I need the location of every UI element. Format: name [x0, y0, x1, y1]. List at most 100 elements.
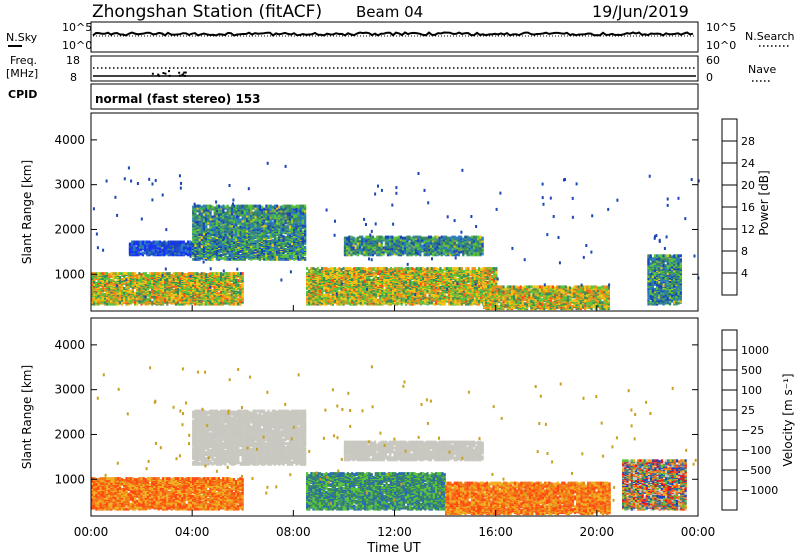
heatmap-cell [220, 287, 222, 290]
station-title: Zhongshan Station (fitACF) [92, 2, 322, 22]
heatmap-cell [119, 289, 121, 292]
heatmap-cell [163, 247, 165, 250]
heatmap-cell [138, 300, 140, 303]
heatmap-cell [338, 280, 340, 283]
heatmap-cell [289, 225, 291, 228]
heatmap-cell [207, 205, 209, 208]
heatmap-cell [108, 273, 110, 276]
heatmap-cell [135, 241, 137, 244]
heatmap-cell [323, 267, 325, 270]
heatmap-cell [205, 205, 207, 208]
heatmap-cell [244, 222, 246, 225]
nsearch-tick-bottom: 10^0 [706, 39, 736, 52]
heatmap-cell [207, 290, 209, 293]
heatmap-cell [218, 292, 220, 295]
heatmap-cell [233, 302, 235, 305]
heatmap-cell [186, 273, 188, 276]
heatmap-cell [155, 249, 157, 252]
heatmap-cell [207, 273, 209, 276]
heatmap-cell [189, 241, 191, 244]
heatmap-cell [194, 254, 196, 257]
nave-dip-point [179, 75, 181, 77]
heatmap-cell [209, 232, 211, 235]
heatmap-cell [212, 237, 214, 240]
heatmap-cell [158, 290, 160, 293]
heatmap-cell [325, 275, 327, 278]
heatmap-cell [205, 242, 207, 245]
heatmap-cell [134, 272, 136, 275]
heatmap-cell [233, 272, 235, 275]
heatmap-cell [174, 249, 176, 252]
heatmap-cell [229, 238, 231, 241]
freq-tick-bottom: 8 [70, 71, 77, 84]
heatmap-cell [231, 234, 233, 237]
heatmap-cell [252, 212, 254, 215]
heatmap-cell [330, 295, 332, 298]
heatmap-cell [211, 272, 213, 275]
cpid-label: CPID [8, 88, 37, 101]
heatmap-cell [328, 268, 330, 271]
heatmap-cell [183, 241, 185, 244]
heatmap-cell [351, 275, 353, 278]
heatmap-cell [157, 241, 159, 244]
heatmap-cell [194, 272, 196, 275]
heatmap-cell [304, 257, 306, 260]
heatmap-cell [95, 282, 97, 285]
heatmap-cell [304, 205, 306, 208]
heatmap-cell [197, 220, 199, 223]
heatmap-cell [227, 205, 229, 208]
heatmap-cell [280, 222, 282, 225]
freq-label: Freq. [10, 54, 37, 67]
heatmap-cell [325, 267, 327, 270]
heatmap-cell [136, 274, 138, 277]
heatmap-cell [133, 241, 135, 244]
heatmap-cell [295, 205, 297, 208]
cpid-text: normal (fast stereo) 153 [95, 92, 261, 106]
heatmap-cell [244, 205, 246, 208]
heatmap-cell [138, 279, 140, 282]
heatmap-cell [110, 272, 112, 275]
heatmap-cell [153, 296, 155, 299]
heatmap-cell [231, 283, 233, 286]
heatmap-cell [104, 272, 106, 275]
heatmap-cell [121, 278, 123, 281]
heatmap-cell [338, 291, 340, 294]
heatmap-cell [289, 205, 291, 208]
heatmap-cell [197, 252, 199, 255]
heatmap-cell [293, 247, 295, 250]
heatmap-cell [188, 272, 190, 275]
heatmap-cell [177, 288, 179, 291]
freq-unit: [MHz] [6, 67, 38, 80]
heatmap-cell [199, 243, 201, 246]
heatmap-cell [280, 206, 282, 209]
heatmap-cell [136, 303, 138, 306]
heatmap-cell [298, 205, 300, 208]
heatmap-cell [157, 253, 159, 256]
heatmap-cell [240, 254, 242, 257]
heatmap-cell [190, 272, 192, 275]
heatmap-cell [134, 292, 136, 295]
heatmap-cell [187, 241, 189, 244]
heatmap-cell [255, 218, 257, 221]
heatmap-cell [244, 211, 246, 214]
heatmap-cell [227, 209, 229, 212]
heatmap-cell [233, 233, 235, 236]
heatmap-cell [283, 211, 285, 214]
heatmap-cell [158, 272, 160, 275]
heatmap-cell [166, 272, 168, 275]
heatmap-cell [161, 248, 163, 251]
heatmap-cell [203, 303, 205, 306]
heatmap-cell [155, 246, 157, 249]
heatmap-cell [160, 283, 162, 286]
heatmap-cell [265, 240, 267, 243]
heatmap-cell [274, 254, 276, 257]
heatmap-cell [285, 236, 287, 239]
heatmap-cell [332, 267, 334, 270]
heatmap-cell [203, 205, 205, 208]
heatmap-cell [345, 298, 347, 301]
heatmap-cell [207, 293, 209, 296]
nave-tick-top: 60 [706, 54, 720, 67]
heatmap-cell [201, 272, 203, 275]
heatmap-cell [128, 297, 130, 300]
date-label: 19/Jun/2019 [592, 2, 689, 21]
